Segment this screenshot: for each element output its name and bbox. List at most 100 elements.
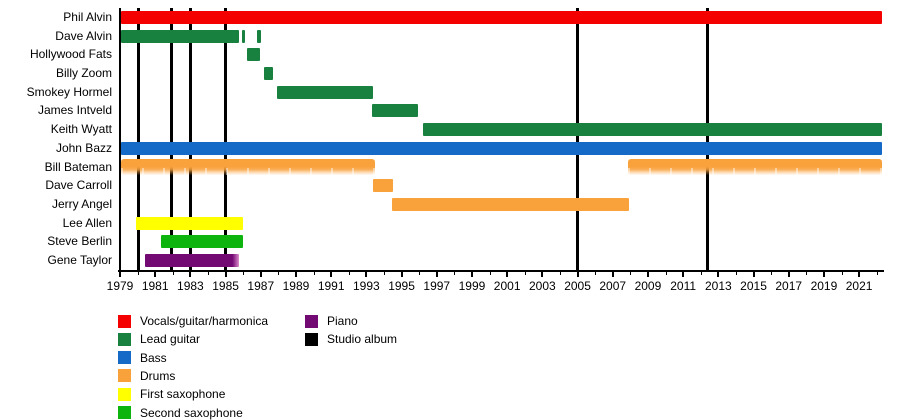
tenure-bar-dave-alvin-3 [257, 29, 261, 43]
legend-label-bass: Bass [140, 350, 167, 365]
studio-album-line-1983 [188, 8, 192, 270]
x-tick-label-2019: 2019 [810, 279, 838, 293]
x-tick-label-2007: 2007 [599, 279, 627, 293]
x-tick-2016 [771, 272, 773, 275]
x-tick-label-2003: 2003 [528, 279, 556, 293]
x-tick-label-2001: 2001 [493, 279, 521, 293]
tenure-bar-bill-bateman-2 [627, 159, 882, 176]
tenure-bar-john-bazz [120, 141, 882, 155]
legend-swatch-vocals [118, 314, 131, 328]
legend-item-studio_album: Studio album [305, 332, 397, 346]
tenure-bar-james-intveld [371, 104, 419, 118]
x-tick-2017 [787, 272, 790, 277]
member-label-keith-wyatt: Keith Wyatt [50, 122, 112, 137]
x-tick-label-2021: 2021 [845, 279, 873, 293]
x-tick-2022 [876, 272, 878, 275]
member-label-james-intveld: James Intveld [37, 103, 112, 118]
x-tick-1998 [454, 272, 456, 275]
y-axis-line [119, 8, 121, 271]
member-label-jerry-angel: Jerry Angel [51, 196, 112, 211]
tenure-bar-bill-bateman-1 [120, 159, 376, 176]
tenure-bar-gene-taylor [144, 254, 239, 268]
legend-label-studio_album: Studio album [327, 332, 398, 347]
tenure-bar-dave-alvin-1 [120, 29, 239, 43]
x-tick-1994 [383, 272, 385, 275]
x-tick-1990 [313, 272, 315, 275]
x-tick-2002 [524, 272, 526, 275]
x-tick-label-1997: 1997 [423, 279, 451, 293]
x-tick-1980 [137, 272, 139, 275]
x-tick-1999 [470, 272, 473, 277]
x-tick-2019 [822, 272, 825, 277]
x-tick-2013 [717, 272, 720, 277]
legend-label-second_sax: Second saxophone [140, 405, 243, 420]
x-tick-1983 [189, 272, 192, 277]
x-tick-label-1979: 1979 [106, 279, 134, 293]
member-label-lee-allen: Lee Allen [62, 215, 112, 230]
x-tick-2007 [611, 272, 614, 277]
x-tick-2020 [841, 272, 843, 275]
x-tick-1979 [119, 272, 121, 277]
member-label-dave-carroll: Dave Carroll [45, 178, 112, 193]
x-tick-1991 [330, 272, 333, 277]
legend-swatch-studio_album [305, 332, 318, 346]
member-label-steve-berlin: Steve Berlin [47, 234, 112, 249]
legend-label-drums: Drums [140, 368, 176, 383]
tenure-bar-jerry-angel [391, 198, 629, 211]
tenure-bar-steve-berlin [161, 235, 244, 249]
member-label-gene-taylor: Gene Taylor [47, 253, 112, 268]
legend-item-vocals: Vocals/guitar/harmonica [118, 314, 268, 328]
legend-swatch-first_sax [118, 387, 131, 401]
tenure-bar-billy-zoom [264, 67, 274, 80]
legend-item-piano: Piano [305, 314, 358, 328]
x-tick-2012 [700, 272, 702, 275]
plot-area: 1979 1981 1983 1985 1987 1989 1991 1993 1995 1997… [107, 8, 884, 293]
legend-item-lead_guitar: Lead guitar [118, 332, 200, 346]
x-tick-label-1987: 1987 [247, 279, 275, 293]
x-tick-2015 [752, 272, 755, 277]
x-tick-2014 [735, 272, 737, 275]
tenure-bar-dave-carroll [372, 179, 393, 193]
x-tick-1989 [294, 272, 297, 277]
x-tick-1981 [154, 272, 157, 277]
x-tick-1987 [259, 272, 262, 277]
studio-album-line-1982 [170, 8, 174, 270]
x-tick-label-1983: 1983 [177, 279, 204, 293]
legend-label-first_sax: First saxophone [140, 387, 226, 402]
legend-label-lead_guitar: Lead guitar [140, 332, 201, 347]
x-tick-label-2009: 2009 [634, 279, 662, 293]
x-tick-2006 [595, 272, 597, 275]
studio-album-line-2005 [576, 8, 580, 270]
x-tick-2018 [806, 272, 808, 275]
x-tick-2004 [559, 272, 561, 275]
x-tick-label-1991: 1991 [317, 279, 345, 293]
x-tick-label-2015: 2015 [740, 279, 767, 293]
legend-swatch-piano [305, 314, 318, 328]
legend-label-piano: Piano [327, 314, 358, 328]
x-tick-2011 [682, 272, 685, 277]
studio-album-line-2012 [706, 8, 710, 270]
x-tick-label-1985: 1985 [212, 279, 239, 293]
tenure-bar-hollywood-fats [246, 48, 261, 62]
x-axis-line [118, 270, 884, 272]
x-tick-1995 [400, 272, 403, 277]
x-tick-label-1981: 1981 [141, 279, 169, 293]
x-tick-2005 [576, 272, 579, 277]
legend-item-bass: Bass [118, 351, 167, 365]
legend-label-vocals: Vocals/guitar/harmonica [140, 314, 269, 328]
x-tick-1992 [348, 272, 350, 275]
tenure-bar-phil-alvin [120, 10, 882, 24]
x-tick-label-2013: 2013 [704, 279, 732, 293]
legend-swatch-lead_guitar [118, 332, 131, 346]
x-tick-1984 [207, 272, 209, 275]
x-tick-label-2005: 2005 [564, 279, 591, 293]
x-tick-label-1993: 1993 [353, 279, 380, 293]
tenure-bar-dave-alvin-2 [242, 29, 246, 43]
legend-swatch-drums [118, 369, 131, 383]
x-tick-1988 [278, 272, 280, 275]
x-tick-label-1989: 1989 [282, 279, 310, 293]
legend-item-second_sax: Second saxophone [118, 406, 243, 420]
studio-album-line-1980 [136, 8, 140, 270]
x-tick-label-2017: 2017 [775, 279, 803, 293]
